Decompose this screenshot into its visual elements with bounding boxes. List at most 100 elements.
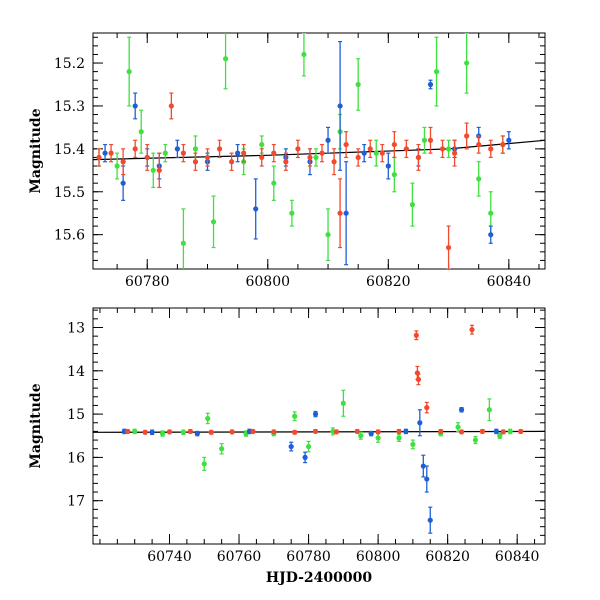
data-point xyxy=(333,429,339,435)
data-point xyxy=(271,429,277,435)
bottom-x-tick-label: 60740 xyxy=(147,549,192,565)
data-point xyxy=(415,376,422,383)
data-point xyxy=(149,429,155,435)
data-point xyxy=(229,159,235,165)
data-point xyxy=(156,167,162,173)
data-point xyxy=(488,146,494,152)
data-point xyxy=(355,154,361,161)
data-point xyxy=(410,441,416,448)
data-point xyxy=(391,172,397,178)
data-point xyxy=(250,428,256,435)
data-point xyxy=(385,163,391,169)
data-point xyxy=(271,180,277,186)
data-point xyxy=(229,429,235,435)
data-point xyxy=(313,154,319,161)
top-x-tick-label: 60820 xyxy=(366,274,411,290)
data-point xyxy=(292,413,298,419)
data-point xyxy=(102,150,108,156)
data-point xyxy=(120,180,126,186)
data-point xyxy=(500,141,506,148)
data-point xyxy=(132,428,138,435)
bottom-y-tick-label: 17 xyxy=(67,494,85,510)
top-x-tick-label: 60800 xyxy=(245,274,290,290)
data-point xyxy=(166,429,173,435)
bottom-x-tick-label: 60760 xyxy=(217,549,262,565)
data-point xyxy=(452,150,458,156)
data-point xyxy=(476,176,482,182)
data-point xyxy=(204,154,211,161)
top-y-axis-title: Magnitude xyxy=(28,108,44,193)
data-point xyxy=(283,159,289,165)
data-point xyxy=(288,443,294,450)
data-point xyxy=(403,428,409,435)
top-y-tick-label: 15.4 xyxy=(54,142,85,158)
data-point xyxy=(222,56,229,62)
data-point xyxy=(409,202,416,208)
data-point xyxy=(125,428,131,435)
top-x-tick-label: 60840 xyxy=(487,274,532,290)
data-point xyxy=(162,150,168,156)
data-point xyxy=(192,146,199,152)
bottom-y-axis-title: Magnitude xyxy=(28,383,44,468)
data-point xyxy=(343,141,349,148)
top-plot-frame xyxy=(92,32,546,270)
data-point xyxy=(126,69,132,75)
data-point xyxy=(413,332,419,338)
data-point xyxy=(331,159,337,165)
top-series-red xyxy=(96,92,506,269)
data-point xyxy=(375,435,381,441)
data-point xyxy=(354,428,360,435)
data-point xyxy=(439,146,446,152)
data-point xyxy=(472,437,479,443)
data-point xyxy=(307,154,313,161)
bottom-x-tick-label: 60800 xyxy=(356,549,401,565)
data-point xyxy=(488,232,494,238)
data-point xyxy=(427,81,434,88)
data-point xyxy=(358,433,364,439)
bottom-y-tick-label: 14 xyxy=(67,364,85,380)
data-point xyxy=(464,133,470,139)
data-point xyxy=(96,154,102,161)
data-point xyxy=(325,137,331,143)
bottom-x-tick-label: 60840 xyxy=(495,549,540,565)
bottom-y-tick-label: 13 xyxy=(67,320,85,336)
data-point xyxy=(421,137,428,143)
data-point xyxy=(458,429,465,435)
data-point xyxy=(361,150,367,156)
data-point xyxy=(445,146,452,152)
data-point xyxy=(379,150,385,156)
top-y-tick-label: 15.2 xyxy=(54,56,85,72)
data-point xyxy=(343,210,349,216)
data-point xyxy=(114,163,120,169)
data-point xyxy=(396,435,402,441)
data-point xyxy=(403,146,409,152)
bottom-plot-frame xyxy=(92,307,546,545)
data-point xyxy=(138,129,144,135)
data-point xyxy=(433,69,440,75)
data-point xyxy=(180,150,186,156)
data-point xyxy=(493,428,499,435)
top-y-tick-label: 15.3 xyxy=(54,99,85,115)
data-point xyxy=(301,51,307,58)
data-point xyxy=(417,420,423,426)
data-point xyxy=(445,244,452,251)
data-point xyxy=(497,433,503,439)
data-point xyxy=(241,150,247,156)
data-point xyxy=(216,146,223,152)
data-point xyxy=(259,154,265,161)
data-point xyxy=(373,150,379,156)
data-point xyxy=(235,150,241,156)
bottom-y-tick-label: 15 xyxy=(67,407,85,423)
data-point xyxy=(486,407,492,413)
data-point xyxy=(132,146,138,152)
data-point xyxy=(518,428,524,435)
data-point xyxy=(174,146,180,152)
bottom-axis-ticks: 60740 60760 60780 60800 60820 60840 13 14 15 16 17 xyxy=(67,308,545,565)
bottom-data-series xyxy=(121,324,524,534)
data-point xyxy=(201,461,207,467)
data-point xyxy=(205,415,211,422)
top-y-tick-label: 15.6 xyxy=(54,228,85,244)
data-point xyxy=(144,154,150,161)
data-point xyxy=(187,428,193,435)
